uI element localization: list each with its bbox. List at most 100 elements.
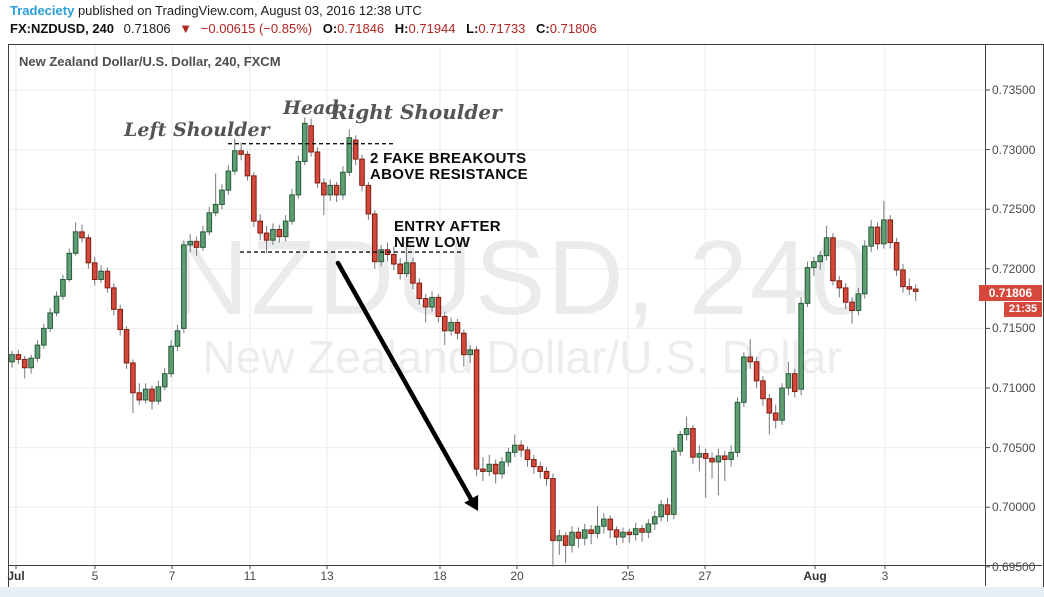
candle-down bbox=[766, 398, 773, 414]
candle-up bbox=[174, 330, 181, 347]
candle-down bbox=[702, 453, 709, 459]
candle-up bbox=[855, 293, 862, 312]
candle-down bbox=[900, 269, 906, 288]
candle-down bbox=[454, 321, 461, 334]
candle-up bbox=[28, 357, 34, 369]
candle-up bbox=[429, 296, 435, 308]
time-axis-label: Aug bbox=[803, 569, 827, 583]
candle-down bbox=[136, 392, 143, 401]
time-axis-label: 25 bbox=[621, 569, 635, 583]
time-axis-separator bbox=[8, 565, 1042, 566]
candle-down bbox=[321, 182, 327, 196]
candle-down bbox=[709, 457, 715, 463]
candle-down bbox=[575, 531, 582, 539]
candle-up bbox=[817, 255, 824, 263]
price-axis-label: 0.72500 bbox=[992, 202, 1036, 217]
candle-down bbox=[626, 531, 633, 536]
candle-up bbox=[868, 226, 874, 247]
candle-up bbox=[811, 261, 817, 269]
candle-down bbox=[906, 286, 913, 290]
candle-up bbox=[200, 231, 206, 248]
candle-down bbox=[416, 282, 423, 300]
candle-down bbox=[830, 237, 836, 282]
price-axis-separator bbox=[985, 44, 986, 586]
candle-up bbox=[53, 295, 60, 314]
candle-up bbox=[403, 262, 410, 275]
chart-frame bbox=[8, 44, 1044, 588]
entry-callout: ENTRY AFTER NEW LOW bbox=[394, 219, 501, 251]
low-label: L: bbox=[466, 21, 479, 36]
candle-down bbox=[690, 428, 696, 458]
price-change: −0.00615 (−0.85%) bbox=[200, 21, 313, 36]
candle-up bbox=[346, 137, 353, 173]
candle-up bbox=[155, 386, 162, 402]
candle-up bbox=[632, 528, 639, 536]
price-axis-label: 0.69500 bbox=[992, 559, 1036, 574]
price-axis-label: 0.73500 bbox=[992, 83, 1036, 97]
candle-down bbox=[842, 287, 849, 303]
candle-up bbox=[206, 212, 213, 233]
time-axis-label: Jul bbox=[7, 569, 25, 583]
time-axis-label: 18 bbox=[433, 569, 447, 583]
candle-down bbox=[123, 329, 130, 364]
symbol-name[interactable]: FX:NZDUSD, 240 bbox=[10, 21, 115, 36]
candle-up bbox=[696, 453, 703, 458]
candle-down bbox=[333, 184, 340, 196]
open-label: O: bbox=[322, 21, 338, 36]
candle-down bbox=[721, 455, 728, 461]
candle-up bbox=[225, 170, 232, 191]
candle-down bbox=[524, 449, 531, 461]
price-axis-label: 0.71000 bbox=[992, 381, 1036, 395]
candle-down bbox=[849, 301, 855, 312]
low-value: 0.71733 bbox=[478, 21, 526, 36]
candle-down bbox=[543, 470, 550, 480]
breakdown-arrowhead bbox=[464, 494, 479, 511]
candle-down bbox=[85, 237, 92, 264]
candle-up bbox=[282, 220, 289, 238]
candle-up bbox=[728, 451, 734, 461]
candle-down bbox=[461, 332, 467, 356]
candle-up bbox=[72, 231, 79, 254]
candle-down bbox=[664, 504, 671, 515]
candle-up bbox=[620, 531, 626, 538]
candle-up bbox=[594, 525, 601, 534]
close-label: C: bbox=[536, 21, 550, 36]
candle-up bbox=[327, 184, 333, 196]
candle-up bbox=[66, 252, 73, 281]
candle-down bbox=[753, 361, 760, 382]
candle-down bbox=[912, 288, 919, 292]
high-value: 0.71944 bbox=[408, 21, 456, 36]
candle-up bbox=[295, 161, 302, 196]
candle-up bbox=[378, 249, 384, 263]
candle-down bbox=[588, 529, 594, 534]
candle-up bbox=[231, 150, 238, 172]
candle-down bbox=[104, 270, 111, 289]
entry-line1: ENTRY AFTER bbox=[394, 218, 501, 235]
candle-up bbox=[823, 237, 830, 257]
last-price: 0.71806 bbox=[123, 21, 171, 36]
candle-up bbox=[677, 433, 684, 452]
candle-down bbox=[893, 242, 900, 271]
candle-down bbox=[836, 280, 843, 289]
candle-down bbox=[473, 349, 480, 470]
brand-link[interactable]: Tradeciety bbox=[10, 3, 75, 18]
candle-down bbox=[410, 262, 416, 284]
candle-up bbox=[734, 401, 741, 453]
attribution-line: Tradeciety published on TradingView.com,… bbox=[10, 3, 422, 18]
candle-down bbox=[639, 528, 645, 533]
entry-line2: NEW LOW bbox=[394, 234, 471, 251]
candle-down bbox=[435, 296, 442, 317]
candle-down bbox=[531, 459, 537, 468]
candle-down bbox=[193, 240, 200, 248]
candle-up bbox=[683, 428, 690, 435]
price-axis-label: 0.70500 bbox=[992, 440, 1036, 455]
candle-up bbox=[486, 463, 493, 472]
candle-down bbox=[397, 263, 404, 275]
candle-down bbox=[149, 388, 155, 402]
candle-down bbox=[276, 228, 283, 238]
symbol-ohlc-bar: FX:NZDUSD, 240 0.71806 ▼ −0.00615 (−0.85… bbox=[10, 21, 597, 36]
breakdown-arrow-line bbox=[335, 260, 474, 502]
candle-down bbox=[314, 151, 321, 184]
